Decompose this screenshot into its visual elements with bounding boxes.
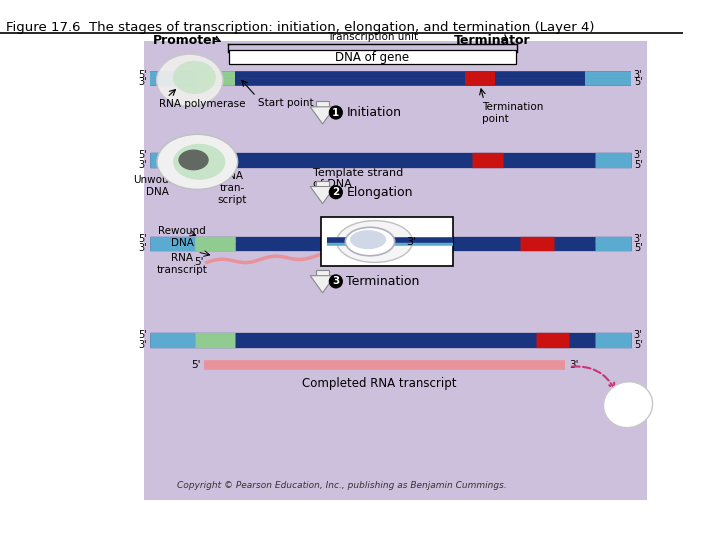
Text: 3': 3' [138, 160, 147, 170]
Text: 3': 3' [138, 340, 147, 350]
Text: 5': 5' [634, 77, 642, 87]
Text: 3': 3' [138, 77, 147, 87]
Ellipse shape [173, 144, 225, 180]
Text: 5': 5' [192, 360, 201, 370]
Bar [316, 181, 329, 186]
Text: RNA polymerase: RNA polymerase [159, 99, 246, 109]
Text: RNA
transcript: RNA transcript [157, 253, 207, 274]
Text: 5': 5' [194, 258, 204, 267]
Text: Unwound
DNA: Unwound DNA [133, 175, 182, 197]
Polygon shape [310, 107, 335, 124]
Circle shape [329, 185, 343, 199]
Text: Copyright © Pearson Education, Inc., publishing as Benjamin Cummings.: Copyright © Pearson Education, Inc., pub… [176, 481, 506, 490]
Text: 5': 5' [634, 243, 642, 253]
Text: 2: 2 [332, 187, 339, 197]
Text: RNA
tran-
script: RNA tran- script [217, 171, 247, 205]
Text: 1: 1 [332, 107, 339, 118]
Text: Start point: Start point [258, 98, 314, 109]
Text: 3': 3' [138, 243, 147, 253]
Text: Initiation: Initiation [346, 106, 401, 119]
Bar [144, 42, 647, 500]
Text: 3: 3 [332, 276, 339, 286]
Ellipse shape [156, 54, 223, 106]
FancyBboxPatch shape [229, 50, 516, 64]
Bar [316, 101, 329, 107]
Text: Termination
point: Termination point [482, 102, 544, 124]
Text: 5': 5' [634, 160, 642, 170]
Text: Termination: Termination [346, 275, 420, 288]
Text: 3': 3' [570, 360, 579, 370]
Text: DNA of gene: DNA of gene [336, 51, 410, 64]
Text: 5': 5' [138, 70, 147, 80]
Ellipse shape [603, 382, 652, 428]
Ellipse shape [346, 227, 395, 256]
Ellipse shape [337, 221, 413, 262]
Text: Figure 17.6  The stages of transcription: initiation, elongation, and terminatio: Figure 17.6 The stages of transcription:… [6, 22, 594, 35]
Text: 3': 3' [634, 150, 642, 160]
Text: 3': 3' [406, 237, 416, 247]
Text: 5': 5' [138, 150, 147, 160]
Ellipse shape [173, 61, 216, 94]
Text: 3': 3' [634, 330, 642, 340]
Bar [316, 270, 329, 276]
Polygon shape [310, 186, 335, 204]
Text: Promoter: Promoter [153, 34, 219, 47]
Text: Completed RNA transcript: Completed RNA transcript [302, 377, 456, 390]
Polygon shape [310, 276, 335, 293]
Text: 3': 3' [634, 70, 642, 80]
Text: Transcription unit: Transcription unit [327, 32, 418, 42]
Text: Rewound
DNA: Rewound DNA [158, 226, 206, 248]
Text: Template strand
of DNA: Template strand of DNA [313, 167, 403, 189]
Text: 5': 5' [634, 340, 642, 350]
FancyBboxPatch shape [320, 217, 454, 266]
Text: 5': 5' [138, 234, 147, 244]
Circle shape [329, 274, 343, 288]
Ellipse shape [179, 150, 209, 171]
Ellipse shape [350, 230, 386, 249]
Ellipse shape [157, 134, 238, 190]
Text: 5': 5' [138, 330, 147, 340]
Text: 3': 3' [634, 234, 642, 244]
Text: Elongation: Elongation [346, 186, 413, 199]
Circle shape [329, 105, 343, 120]
Text: Terminator: Terminator [454, 34, 531, 47]
